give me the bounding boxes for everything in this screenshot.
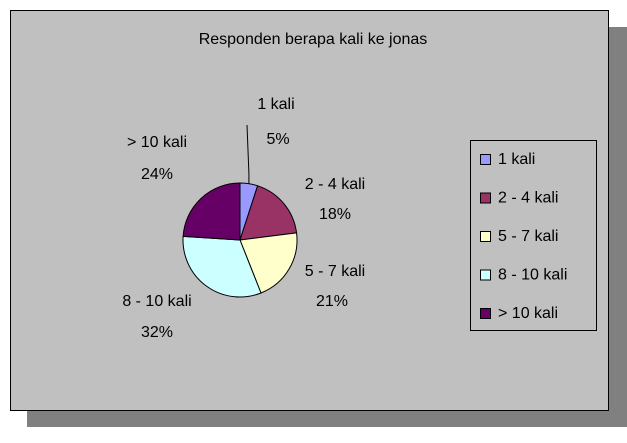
- data-label-name: 2 - 4 kali: [305, 176, 365, 193]
- data-label-value: 24%: [141, 166, 173, 183]
- data-label-value: 18%: [319, 206, 351, 223]
- data-label-name: > 10 kali: [127, 134, 187, 151]
- data-label-value: 32%: [141, 324, 173, 341]
- legend-label: 8 - 10 kali: [498, 267, 567, 284]
- pie-slice: [239, 232, 298, 294]
- legend-swatch: [480, 192, 491, 204]
- legend-label: 2 - 4 kali: [498, 190, 558, 207]
- pie-slice: [182, 182, 241, 241]
- legend-label: > 10 kali: [498, 305, 558, 322]
- legend-label: 5 - 7 kali: [498, 228, 558, 245]
- legend-swatch: [480, 231, 491, 242]
- data-label-name: 8 - 10 kali: [122, 293, 191, 310]
- legend-label: 1 kali: [498, 151, 535, 168]
- legend-box: [470, 140, 597, 331]
- data-label-value: 21%: [316, 293, 348, 310]
- pie-slice: [182, 235, 262, 298]
- data-label-name: 1 kali: [257, 96, 294, 113]
- legend-swatch: [480, 154, 491, 165]
- data-label-value: 5%: [266, 131, 289, 148]
- chart-title: Responden berapa kali ke jonas: [199, 31, 428, 48]
- pie-slice: [239, 185, 298, 241]
- data-label-name: 5 - 7 kali: [305, 263, 365, 280]
- legend-swatch: [480, 269, 491, 281]
- legend-swatch: [480, 308, 491, 319]
- leader-line: [246, 124, 250, 184]
